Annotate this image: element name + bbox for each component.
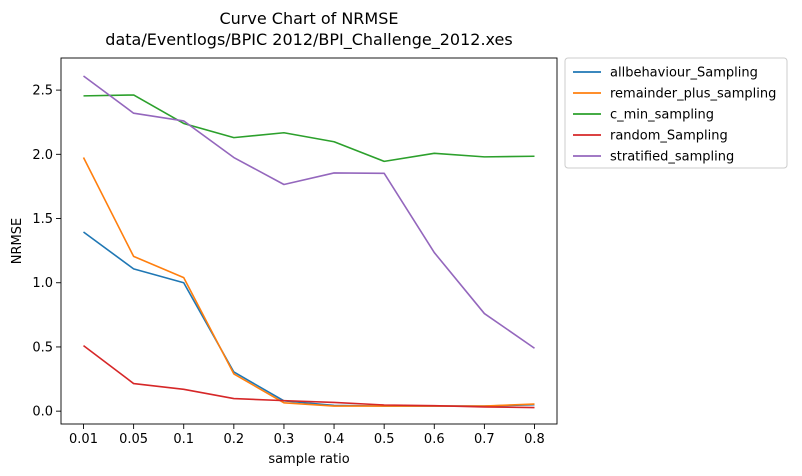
x-tick-label: 0.01 (69, 432, 98, 447)
series-line (82, 157, 535, 407)
series-line (83, 345, 535, 409)
x-tick-label: 0.6 (424, 432, 445, 447)
x-tick-label: 0.05 (119, 432, 148, 447)
legend-label: allbehaviour_Sampling (610, 66, 758, 81)
y-tick-label: 1.0 (32, 276, 53, 291)
y-tick-label: 0.5 (32, 340, 53, 355)
y-tick-label: 2.0 (32, 148, 53, 163)
x-tick-label: 0.3 (274, 432, 295, 447)
series-line (83, 94, 535, 163)
series-line (83, 75, 535, 349)
y-axis-label: NRMSE (10, 218, 25, 264)
x-tick-label: 0.4 (324, 432, 345, 447)
x-tick-label: 0.5 (374, 432, 395, 447)
series-lines (82, 75, 535, 409)
chart-title: Curve Chart of NRMSE (219, 9, 398, 28)
y-tick-label: 2.5 (32, 84, 53, 99)
series-line (83, 231, 535, 407)
legend-label: stratified_sampling (610, 150, 734, 165)
chart-subtitle: data/Eventlogs/BPIC 2012/BPI_Challenge_2… (105, 30, 512, 50)
legend: allbehaviour_Sampling remainder_plus_samp… (564, 57, 788, 169)
x-tick-label: 0.1 (173, 432, 194, 447)
x-tick-label: 0.8 (524, 432, 545, 447)
y-tick-label: 1.5 (32, 212, 53, 227)
x-tick-label: 0.7 (474, 432, 495, 447)
legend-label: c_min_sampling (610, 108, 714, 123)
legend-box (564, 57, 788, 169)
legend-label: random_Sampling (610, 129, 728, 144)
legend-label: remainder_plus_sampling (610, 87, 776, 102)
y-tick-label: 0.0 (32, 405, 53, 420)
axis-ticks: 0.01 0.05 0.1 0.2 0.3 0.4 0.5 0.6 0.7 0.8 0.0 0.5 1.… (32, 84, 545, 447)
plot-frame (60, 57, 558, 425)
x-tick-label: 0.2 (223, 432, 244, 447)
x-axis-label: sample ratio (268, 452, 349, 467)
